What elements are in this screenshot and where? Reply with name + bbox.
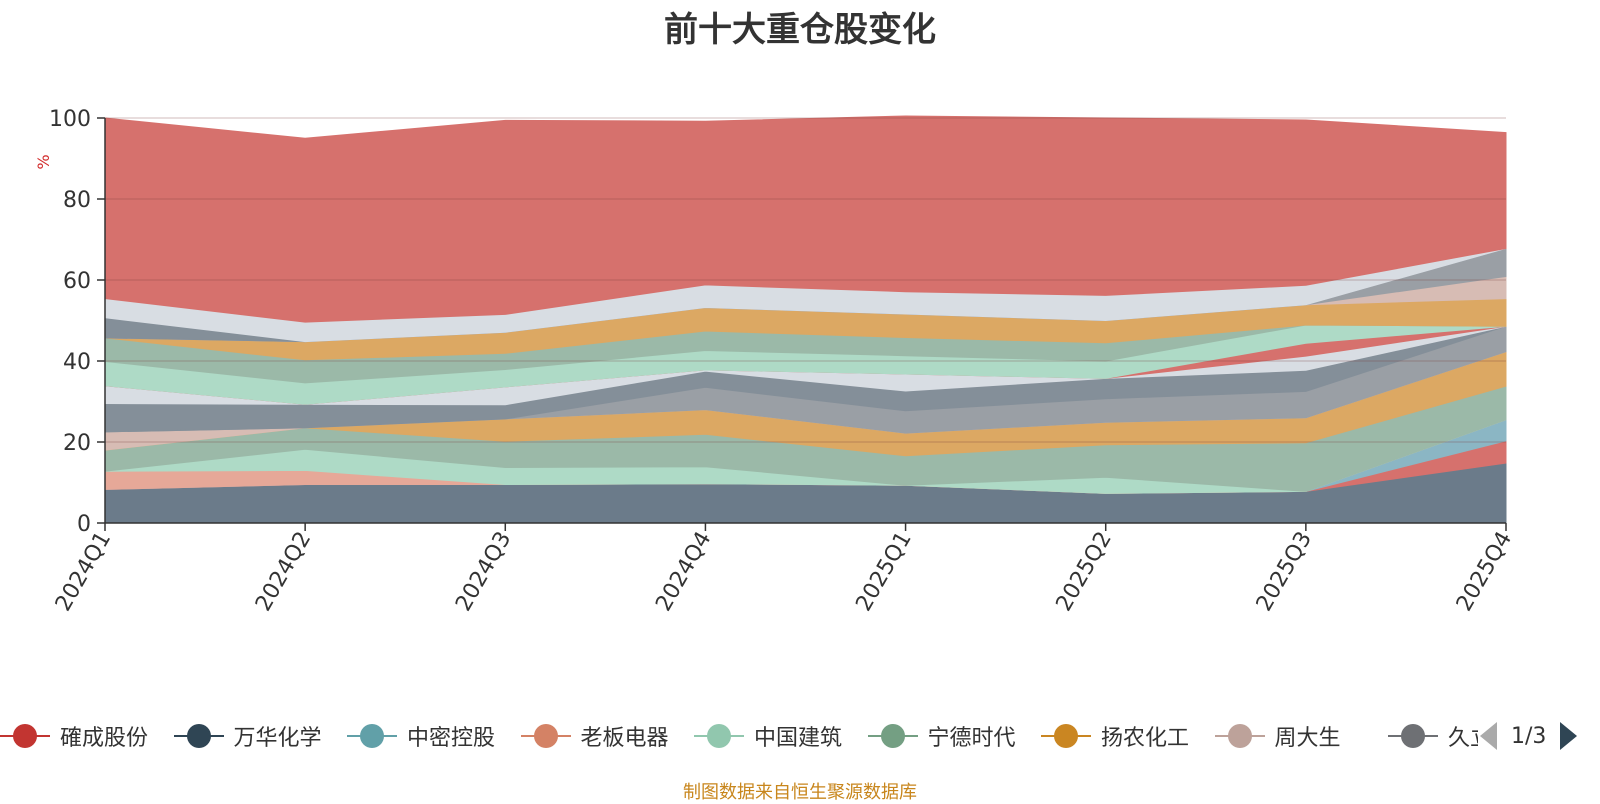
legend-dot	[186, 724, 211, 748]
legend-dot	[13, 724, 37, 748]
legend-dot	[360, 724, 384, 748]
legend-marker-icon	[1041, 713, 1091, 759]
grid-lines	[105, 117, 1506, 443]
legend-marker-icon	[347, 713, 397, 759]
legend-prev-arrow-icon[interactable]	[1480, 722, 1497, 750]
legend-dot	[1401, 724, 1425, 748]
chart-title: 前十大重仓股变化	[664, 10, 936, 50]
legend-label: 周大生	[1274, 726, 1341, 751]
x-tick-label: 2025Q2	[1052, 528, 1117, 616]
x-tick-label: 2025Q4	[1452, 528, 1517, 616]
x-tick-label: 2025Q1	[851, 528, 916, 616]
legend-marker-icon	[1214, 713, 1265, 759]
x-tick-label: 2024Q2	[251, 528, 316, 616]
x-tick-label: 2024Q1	[51, 528, 116, 616]
legend-label: 万华化学	[233, 726, 322, 751]
legend-marker-icon	[0, 713, 50, 759]
x-tick-labels: 2024Q1 2024Q2 2024Q3 2024Q4 2025Q1 2025Q2 2025…	[51, 523, 1517, 616]
x-tick-label: 2025Q3	[1252, 528, 1317, 616]
legend-item[interactable]: 中国建筑	[694, 713, 842, 759]
legend-dot	[1054, 724, 1078, 748]
legend-label: 老板电器	[580, 726, 669, 751]
legend-page-indicator: 1/3	[1511, 723, 1547, 749]
source-note: 制图数据来自恒生聚源数据库	[683, 782, 917, 803]
legend-item[interactable]: 周大生	[1214, 713, 1341, 759]
legend-dot	[533, 724, 558, 748]
legend-item[interactable]: 久立特材	[1388, 713, 1480, 759]
legend-item[interactable]: 中密控股	[347, 713, 495, 759]
y-tick-label: 80	[63, 188, 91, 213]
y-tick-label: 0	[77, 512, 91, 537]
legend-label: 扬农化工	[1101, 726, 1190, 751]
legend-item[interactable]: 宁德时代	[867, 713, 1016, 759]
legend-item[interactable]: 万华化学	[173, 713, 322, 759]
legend-next-arrow-icon[interactable]	[1560, 722, 1578, 750]
legend-marker-icon	[867, 713, 918, 759]
y-tick-label: 60	[63, 269, 91, 294]
legend-marker-icon	[1388, 713, 1438, 759]
x-tick-label: 2024Q4	[651, 528, 716, 616]
legend-item[interactable]: 扬农化工	[1041, 713, 1189, 759]
y-tick-labels: 0 20 40 60 80 100	[49, 107, 105, 537]
legend-label: 宁德时代	[927, 726, 1016, 751]
legend-item[interactable]: 確成股份	[0, 713, 148, 759]
legend-label: 久立特材	[1448, 726, 1480, 751]
y-axis-unit-label: %	[34, 154, 53, 169]
area-series-layer	[104, 115, 1507, 524]
legend-item[interactable]: 老板电器	[520, 713, 669, 759]
legend-dot	[880, 724, 905, 748]
y-tick-label: 100	[49, 107, 91, 132]
legend: 確成股份 万华化学 中密控股 老板电器 中国建筑 宁德时代 扬农化工 周大生 久立特材	[0, 713, 1480, 759]
legend-pager: 1/3	[1478, 713, 1600, 759]
x-tick-label: 2024Q3	[451, 528, 516, 616]
legend-dot	[1227, 724, 1252, 748]
y-tick-label: 40	[63, 350, 91, 375]
legend-label: 中国建筑	[754, 726, 843, 751]
legend-marker-icon	[520, 713, 571, 759]
y-tick-label: 20	[63, 431, 91, 456]
area-series-20	[104, 115, 1507, 323]
legend-dot	[707, 724, 731, 748]
axes	[104, 118, 1506, 524]
legend-label: 確成股份	[60, 726, 149, 751]
legend-label: 中密控股	[407, 726, 496, 751]
legend-marker-icon	[694, 713, 744, 759]
legend-marker-icon	[173, 713, 224, 759]
